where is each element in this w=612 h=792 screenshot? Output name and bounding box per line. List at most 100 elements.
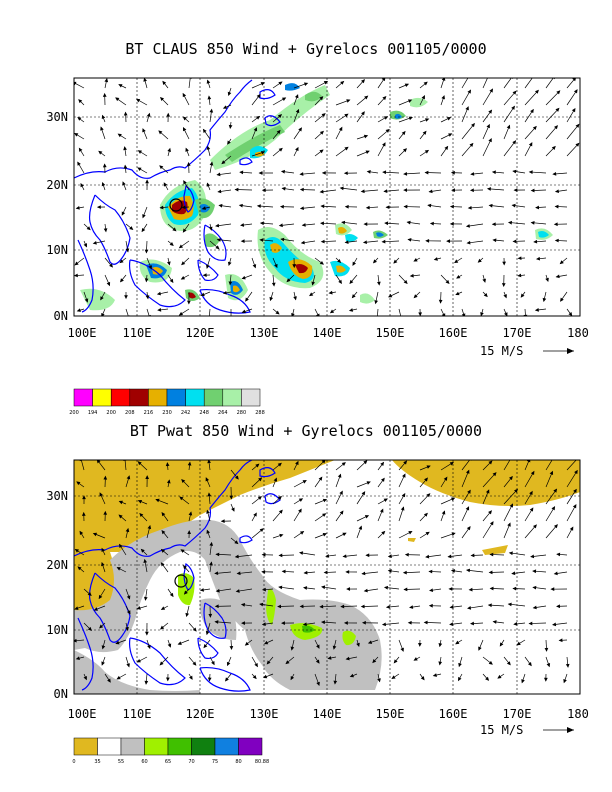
wind-vector-head	[499, 642, 504, 647]
wind-vector-head	[556, 552, 561, 557]
wind-vector-head	[337, 259, 342, 264]
wind-vector	[566, 124, 580, 140]
wind-vector-head	[199, 588, 204, 592]
wind-vector-head	[209, 561, 213, 566]
panel2-xtick: 150E	[376, 707, 405, 721]
panel1-vector-ref-arrow	[543, 348, 574, 354]
legend-label: 80	[235, 759, 241, 765]
wind-vector-head	[521, 679, 525, 684]
legend-swatch	[167, 737, 192, 756]
wind-vector-head	[182, 126, 187, 132]
wind-vector-head	[245, 297, 249, 302]
wind-vector-head	[555, 107, 560, 112]
wind-vector	[503, 78, 512, 89]
wind-vector-head	[381, 622, 386, 627]
wind-vector-head	[401, 130, 406, 136]
wind-vector-head	[393, 659, 398, 664]
wind-vector-head	[568, 312, 573, 316]
wind-vector-head	[424, 149, 430, 154]
wind-vector-head	[167, 261, 171, 266]
wind-vector-head	[119, 543, 123, 548]
wind-vector-head	[103, 475, 108, 480]
wind-vector-head	[115, 640, 120, 645]
panel2-ytick-20n: 20N	[46, 558, 68, 572]
wind-vector-head	[428, 603, 433, 608]
wind-vector-head	[101, 547, 105, 553]
wind-vector-head	[172, 227, 177, 232]
wind-vector-head	[438, 299, 443, 304]
wind-vector-head	[391, 675, 396, 679]
wind-vector-head	[208, 613, 213, 618]
wind-vector-head	[485, 676, 490, 681]
wind-vector-head	[207, 460, 211, 464]
wind-vector-head	[325, 554, 330, 558]
wind-vector-head	[491, 170, 496, 175]
wind-vector	[566, 460, 577, 471]
wind-vector-head	[533, 73, 536, 76]
wind-vector-head	[126, 595, 131, 600]
wind-vector-head	[469, 142, 474, 147]
wind-vector-head	[254, 662, 258, 668]
wind-vector-head	[486, 123, 490, 129]
wind-vector-head	[278, 509, 283, 514]
wind-vector-head	[488, 510, 492, 515]
wind-vector-head	[339, 510, 344, 515]
panel1-vector-ref-label: 15 M/S	[480, 344, 523, 358]
wind-vector-head	[536, 256, 541, 261]
wind-vector-head	[252, 674, 257, 680]
wind-vector-head	[261, 552, 266, 557]
wind-vector-head	[276, 129, 281, 135]
wind-vector-head	[407, 237, 412, 242]
panel2-wind-vectors	[74, 460, 578, 687]
wind-vector-head	[450, 170, 455, 175]
panel1-xtick: 180	[567, 326, 589, 340]
panel1-color-legend: 200 194 200 208 216 230 242 248 264 280 288	[69, 388, 265, 416]
wind-vector-head	[202, 128, 207, 133]
wind-vector-head	[123, 164, 128, 169]
wind-vector-head	[339, 186, 344, 191]
wind-vector-head	[167, 643, 172, 648]
wind-vector-head	[530, 188, 535, 193]
wind-vector-head	[137, 167, 142, 171]
wind-vector-head	[569, 526, 574, 531]
wind-vector-head	[404, 83, 410, 88]
wind-vector-head	[101, 661, 105, 666]
wind-vector-head	[438, 661, 443, 666]
wind-vector-head	[278, 147, 283, 152]
wind-vector-head	[379, 508, 384, 513]
wind-vector-head	[78, 147, 83, 152]
wind-vector-head	[319, 96, 324, 101]
wind-vector	[461, 78, 469, 89]
panel2-xtick: 120E	[186, 707, 215, 721]
wind-vector-head	[485, 489, 490, 494]
panel2-xtick: 100E	[68, 707, 97, 721]
wind-vector-head	[298, 498, 304, 502]
wind-vector-head	[241, 621, 245, 625]
wind-vector-head	[278, 553, 283, 558]
wind-vector-head	[103, 228, 108, 233]
wind-vector-head	[551, 506, 556, 511]
wind-vector-head	[218, 203, 223, 208]
wind-vector-head	[328, 290, 333, 295]
wind-vector-head	[165, 462, 170, 467]
wind-vector-head	[227, 91, 232, 97]
wind-vector-head	[554, 189, 560, 194]
wind-vector-head	[383, 585, 389, 590]
wind-vector-head	[299, 530, 305, 535]
panel2-pwat-fields	[74, 460, 580, 694]
wind-vector-head	[343, 171, 348, 176]
wind-vector-head	[78, 99, 83, 104]
wind-vector-head	[323, 81, 329, 85]
wind-vector-head	[512, 169, 517, 174]
wind-vector-head	[98, 150, 103, 155]
wind-vector-head	[116, 567, 121, 571]
wind-vector-head	[192, 627, 197, 632]
wind-vector-head	[560, 297, 564, 302]
wind-vector-head	[320, 221, 324, 226]
panel1-ytick-30n: 30N	[46, 110, 68, 124]
wind-vector-head	[291, 313, 295, 316]
wind-vector-head	[413, 258, 418, 262]
wind-vector-head	[361, 620, 366, 625]
wind-vector-head	[552, 172, 557, 176]
wind-vector-head	[511, 571, 516, 576]
